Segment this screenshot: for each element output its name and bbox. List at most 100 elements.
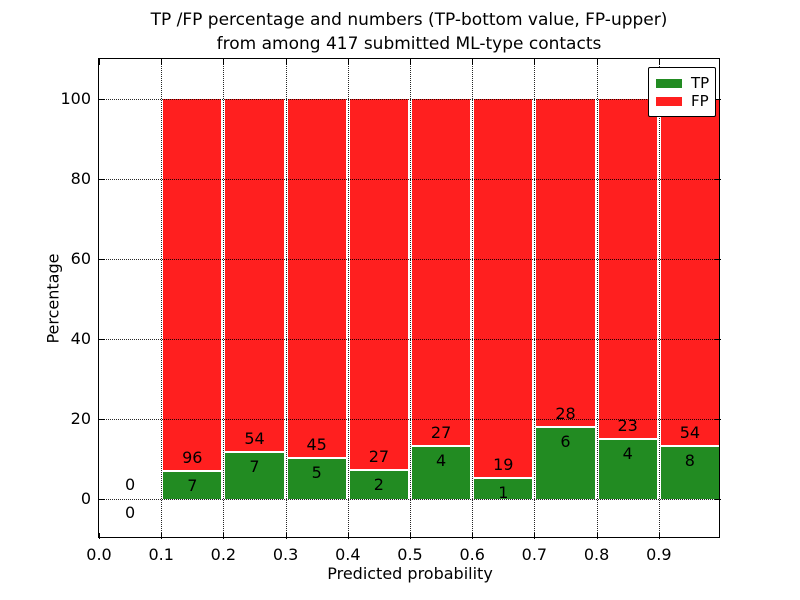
- x-tick-bottom: [410, 533, 411, 539]
- bar-segment-tp: [225, 453, 284, 499]
- x-tick-top: [534, 59, 536, 65]
- fp-count-label: 27: [368, 447, 390, 467]
- h-gridline-20: [99, 419, 719, 420]
- bar-segment-fp: [660, 99, 719, 446]
- y-tick-right: [715, 259, 721, 260]
- tp-count-label: 7: [249, 457, 260, 477]
- v-gridline-0.2: [223, 59, 225, 537]
- plot-area: 0 20 40 60 80 100 0.0 0.1 0.2 0.3 0.4 0.5 0.6 0.7 0.8 0…: [44, 58, 721, 583]
- x-tick-top: [161, 59, 163, 65]
- bar-segment-tp: [598, 439, 657, 499]
- x-tick-label: 0.3: [272, 545, 299, 564]
- x-tick-bottom: [99, 533, 100, 539]
- y-tick-left: [99, 99, 105, 100]
- y-tick-label: 80: [70, 169, 91, 188]
- fp-count-label: 27: [430, 423, 452, 443]
- bar-segment-fp: [225, 99, 284, 452]
- x-tick-bottom: [223, 533, 225, 539]
- bar-segment-tp: [536, 428, 595, 499]
- h-gridline-60: [99, 259, 719, 260]
- bar-segment-tp: [660, 447, 719, 499]
- bar-segment-tp: [349, 471, 408, 499]
- x-tick-bottom: [161, 533, 163, 539]
- fp-count-label: 28: [555, 404, 576, 424]
- y-axis-label: Percentage: [43, 253, 63, 344]
- x-tick-label: 0.9: [646, 545, 672, 564]
- bar-segment-fp: [287, 99, 346, 457]
- fp-count-label: 19: [493, 455, 514, 474]
- v-gridline-0.3: [285, 59, 287, 537]
- legend-entry-fp: FP: [656, 92, 709, 110]
- v-gridline-0.8: [596, 59, 598, 537]
- tp-count-label: 0: [125, 503, 136, 522]
- v-gridline-0.5: [410, 59, 411, 537]
- x-tick-label: 0.4: [335, 545, 361, 564]
- y-tick-right: [715, 179, 721, 180]
- chart-title: TP /FP percentage and numbers (TP-bottom…: [98, 8, 720, 56]
- x-tick-label: 0.0: [86, 545, 112, 564]
- fp-color-swatch: [656, 96, 682, 106]
- x-tick-top: [347, 59, 349, 65]
- h-gridline-40: [99, 339, 719, 340]
- tp-count-label: 2: [373, 475, 384, 495]
- bar-segment-tp: [412, 447, 471, 499]
- tp-count-label: 5: [311, 463, 322, 482]
- y-tick-right: [715, 99, 721, 100]
- x-tick-bottom: [658, 533, 660, 539]
- fp-count-label: 23: [617, 415, 638, 435]
- chart-title-line2: from among 417 submitted ML-type contact…: [216, 34, 602, 54]
- v-gridline-0.6: [472, 59, 474, 537]
- fp-count-label: 45: [306, 435, 327, 454]
- chart-title-line1: TP /FP percentage and numbers (TP-bottom…: [150, 10, 668, 30]
- y-tick-right: [715, 419, 721, 420]
- y-tick-right: [715, 499, 721, 500]
- x-tick-top: [596, 59, 598, 65]
- h-gridline-0: [99, 499, 719, 500]
- fp-count-label: 54: [679, 423, 701, 443]
- y-tick-label: 100: [60, 89, 91, 108]
- x-tick-bottom: [534, 533, 536, 539]
- legend: TP FP: [648, 67, 716, 117]
- x-tick-top: [99, 59, 100, 65]
- bar-segment-fp: [474, 99, 533, 477]
- y-tick-left: [99, 419, 105, 420]
- tp-count-label: 4: [622, 443, 633, 463]
- x-tick-top: [285, 59, 287, 65]
- y-tick-left: [99, 499, 105, 500]
- bar-segment-fp: [598, 99, 657, 438]
- legend-entry-tp: TP: [656, 74, 710, 92]
- x-tick-label: 0.2: [210, 545, 237, 564]
- x-tick-label: 0.7: [521, 545, 548, 564]
- y-tick-right: [715, 339, 721, 340]
- v-gridline-0.1: [161, 59, 163, 537]
- bar-segment-fp: [349, 99, 408, 470]
- x-tick-label: 0.5: [397, 545, 423, 564]
- x-axis-label: Predicted probability: [327, 564, 493, 583]
- tp-count-label: 7: [187, 475, 198, 495]
- legend-label-tp: TP: [691, 74, 710, 92]
- h-gridline-80: [99, 179, 719, 180]
- tp-count-label: 4: [436, 451, 447, 471]
- y-tick-label: 40: [70, 329, 91, 348]
- bar-segment-fp: [536, 99, 595, 427]
- tp-count-label: 1: [498, 483, 509, 502]
- x-tick-top: [658, 59, 660, 65]
- x-tick-label: 0.6: [459, 545, 485, 564]
- fp-count-label: 96: [182, 447, 203, 467]
- bar-segment-fp: [163, 99, 222, 470]
- x-tick-top: [410, 59, 411, 65]
- v-gridline-0.7: [534, 59, 536, 537]
- h-gridline-100: [99, 99, 719, 100]
- x-tick-top: [223, 59, 225, 65]
- tp-count-label: 6: [560, 432, 571, 452]
- v-gridline-0.9: [658, 59, 660, 537]
- bar-segment-fp: [412, 99, 471, 446]
- y-tick-label: 20: [70, 409, 91, 428]
- tp-color-swatch: [656, 78, 682, 88]
- tp-count-label: 8: [684, 451, 695, 471]
- y-tick-left: [99, 179, 105, 180]
- legend-label-fp: FP: [691, 92, 709, 110]
- bar-segment-tp: [163, 471, 222, 499]
- bar-segment-tp: [474, 479, 533, 499]
